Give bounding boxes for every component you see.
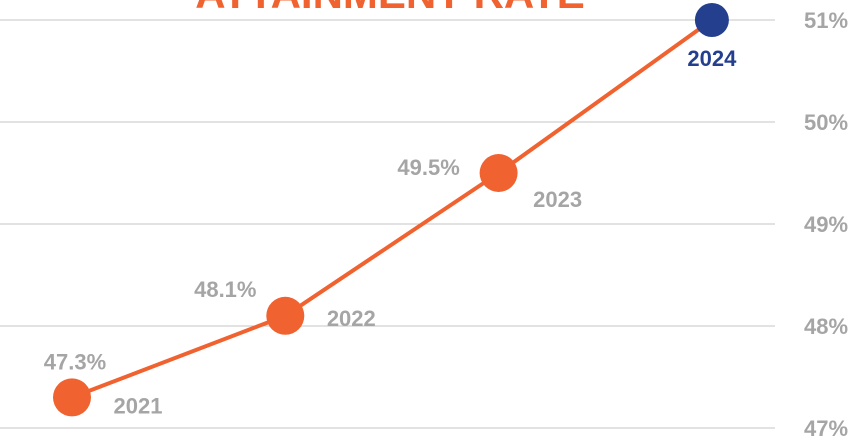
x-tick-label: 2023 [533, 187, 582, 212]
y-tick-label: 48% [804, 314, 848, 339]
value-label: 47.3% [44, 349, 106, 374]
line [71, 18, 714, 400]
value-label: 49.5% [397, 155, 459, 180]
y-tick-label: 49% [804, 212, 848, 237]
x-tick-label: 2022 [327, 306, 376, 331]
point [266, 296, 305, 335]
point [53, 378, 91, 417]
value-label: 48.1% [194, 277, 256, 302]
y-tick-label: 47% [804, 416, 848, 436]
y-tick-label: 50% [804, 110, 848, 135]
x-tick-label: 2024 [687, 46, 737, 71]
x-tick-label: 2021 [114, 393, 163, 418]
y-tick-label: 51% [804, 8, 848, 33]
point [479, 154, 518, 192]
chart-title: ATTAINMENT RATE [195, 0, 585, 17]
point [694, 3, 729, 37]
